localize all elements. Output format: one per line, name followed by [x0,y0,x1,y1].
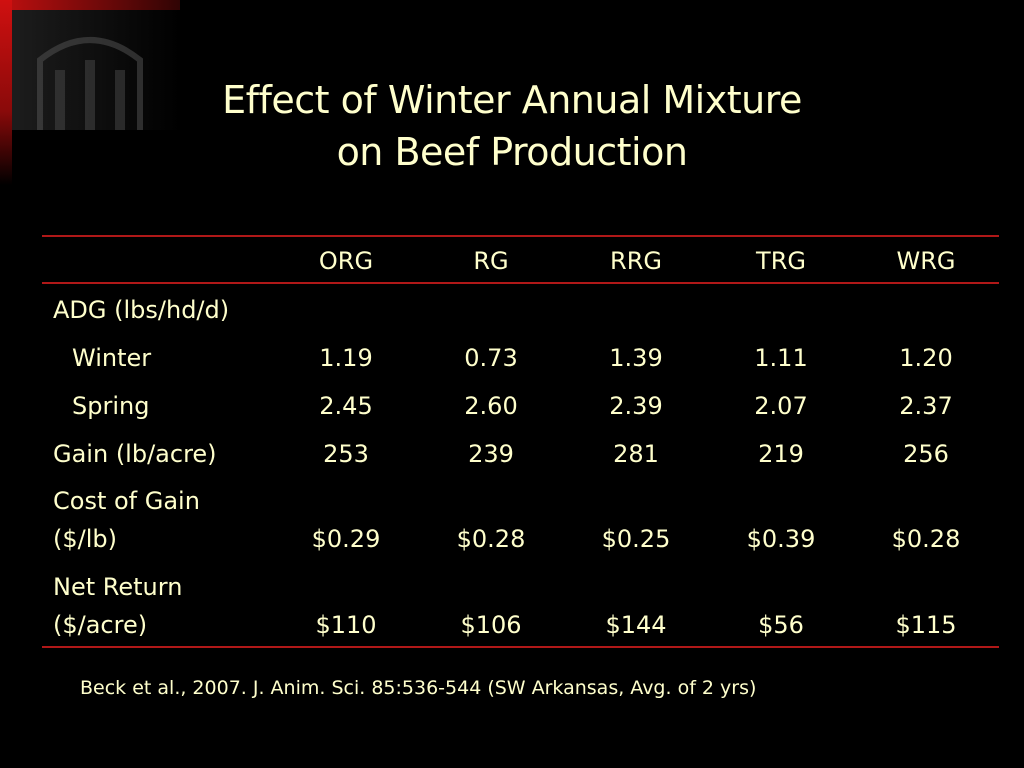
row-label-gain: Gain (lb/acre) [53,440,217,468]
table-cell: $144 [605,611,667,639]
table-cell: 1.39 [609,344,663,372]
column-header-org: ORG [318,247,374,275]
table-cell: $0.29 [311,525,381,553]
table-cell: 239 [468,440,514,468]
table-cell: 281 [613,440,659,468]
table-cell: 2.45 [319,392,373,420]
row-label-winter: Winter [72,344,152,372]
table-cell: 1.19 [319,344,373,372]
table-header-rule [42,282,999,284]
table-cell: 253 [323,440,369,468]
table-cell: 2.07 [754,392,808,420]
table-cell: 219 [758,440,804,468]
table-cell: $0.39 [746,525,816,553]
citation: Beck et al., 2007. J. Anim. Sci. 85:536-… [80,677,757,699]
slide-title-line-1: Effect of Winter Annual Mixture [222,78,802,122]
column-header-rrg: RRG [610,247,662,275]
table-cell: 2.37 [899,392,953,420]
table-cell: 2.39 [609,392,663,420]
slide-title-line-2: on Beef Production [336,130,688,174]
row-label-net-return: Net Return [53,573,183,601]
table-cell: $110 [315,611,377,639]
table-cell: 256 [903,440,949,468]
table-bottom-rule [42,646,999,648]
row-label-cost-of-gain-unit: ($/lb) [53,525,117,553]
table-cell: $56 [758,611,804,639]
table-cell: $0.28 [891,525,961,553]
table-cell: 2.60 [464,392,518,420]
column-header-wrg: WRG [896,247,956,275]
table-cell: 1.20 [899,344,953,372]
row-label-cost-of-gain: Cost of Gain [53,487,200,515]
table-cell: $106 [460,611,522,639]
table-cell: 1.11 [754,344,808,372]
table-cell: $0.25 [601,525,671,553]
column-header-rg: RG [473,247,509,275]
column-header-trg: TRG [756,247,806,275]
table-cell: $0.28 [456,525,526,553]
row-label-spring: Spring [72,392,150,420]
table-top-rule [42,235,999,237]
table-cell: 0.73 [464,344,518,372]
row-label-net-return-unit: ($/acre) [53,611,148,639]
corner-decoration [0,0,180,185]
table-cell: $115 [895,611,957,639]
section-label-adg: ADG (lbs/hd/d) [53,296,230,324]
